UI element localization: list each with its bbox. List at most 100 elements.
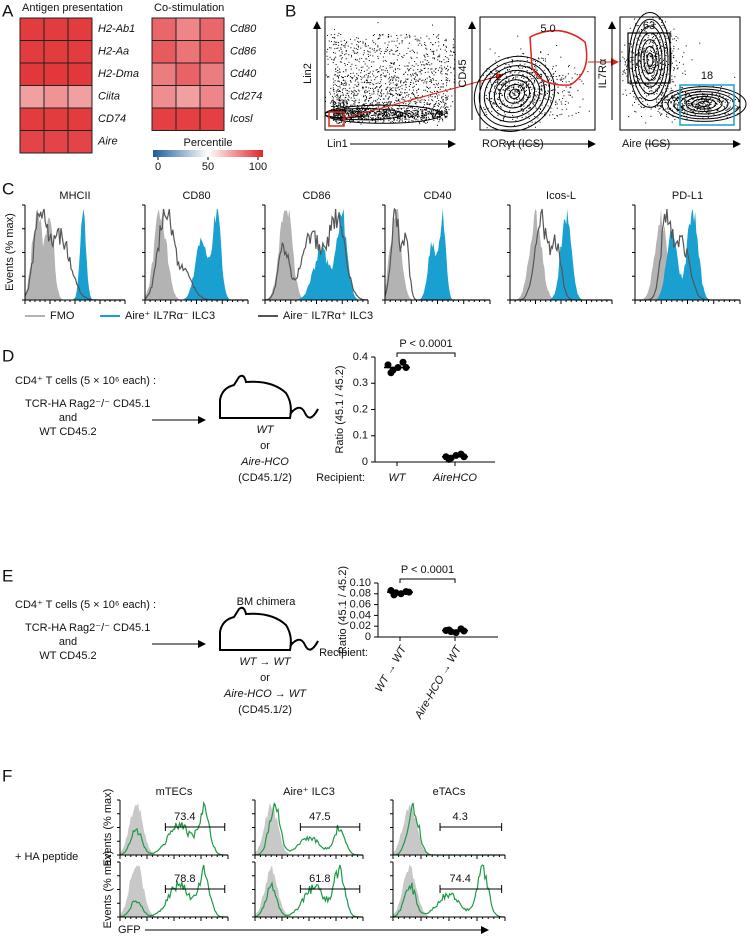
event	[368, 87, 370, 89]
event	[446, 111, 448, 113]
event	[367, 115, 369, 117]
event	[497, 114, 499, 116]
event	[725, 109, 727, 111]
event	[435, 42, 437, 44]
event	[528, 83, 530, 85]
event	[366, 82, 368, 84]
event	[409, 35, 411, 37]
event	[412, 117, 414, 119]
event	[450, 72, 452, 74]
contour	[631, 18, 669, 102]
heatmap-cell	[151, 17, 177, 41]
event	[381, 115, 383, 117]
event	[502, 82, 504, 84]
event	[649, 67, 651, 69]
event	[646, 51, 648, 53]
event	[345, 96, 347, 98]
event	[716, 103, 718, 105]
event	[357, 89, 359, 91]
event	[367, 50, 369, 52]
event	[709, 111, 711, 113]
event	[436, 111, 438, 113]
event	[349, 87, 351, 89]
event	[344, 45, 346, 47]
event	[331, 101, 333, 103]
event	[534, 121, 536, 123]
event	[347, 93, 349, 95]
event	[621, 51, 623, 53]
event	[411, 93, 413, 95]
event	[508, 69, 510, 71]
event	[565, 86, 567, 88]
gate-value: 78.8	[174, 873, 195, 885]
event	[363, 116, 365, 118]
event	[435, 101, 437, 103]
event	[358, 41, 360, 43]
event	[404, 111, 406, 113]
event	[380, 114, 382, 116]
event	[675, 98, 677, 100]
event	[531, 72, 533, 74]
event	[650, 90, 652, 92]
event	[338, 44, 340, 46]
event	[646, 56, 648, 58]
event	[335, 68, 337, 70]
event	[379, 34, 381, 36]
gate-bar	[164, 823, 226, 831]
contour	[634, 25, 666, 95]
event	[659, 105, 661, 107]
event	[625, 62, 627, 64]
event	[437, 115, 439, 117]
event	[333, 102, 335, 104]
event	[390, 107, 392, 109]
event	[685, 100, 687, 102]
heatmap-cell	[151, 85, 177, 109]
event	[395, 80, 397, 82]
event	[650, 47, 652, 49]
event	[390, 112, 392, 114]
event	[326, 55, 328, 57]
event	[675, 40, 677, 42]
y-tick-label: 0.04	[350, 609, 371, 621]
recipient-label: (CD45.1/2)	[238, 704, 292, 716]
event	[696, 101, 698, 103]
event	[646, 69, 648, 71]
event	[685, 94, 687, 96]
event	[424, 71, 426, 73]
event	[676, 68, 678, 70]
event	[351, 56, 353, 58]
event	[340, 94, 342, 96]
event	[529, 96, 531, 98]
event	[427, 116, 429, 118]
event	[660, 76, 662, 78]
event	[383, 105, 385, 107]
event	[638, 61, 640, 63]
event	[356, 44, 358, 46]
event	[336, 120, 338, 122]
event	[380, 117, 382, 119]
event	[401, 98, 403, 100]
event	[418, 71, 420, 73]
event	[374, 99, 376, 101]
event	[438, 94, 440, 96]
event	[623, 71, 625, 73]
event	[695, 105, 697, 107]
heatmap-cell	[19, 62, 45, 86]
event	[396, 100, 398, 102]
event	[427, 110, 429, 112]
event	[543, 114, 545, 116]
event	[376, 49, 378, 51]
event	[439, 67, 441, 69]
event	[642, 106, 644, 108]
event	[366, 79, 368, 81]
event	[387, 117, 389, 119]
event	[647, 37, 649, 39]
event	[348, 91, 350, 93]
event	[336, 112, 338, 114]
event	[409, 50, 411, 52]
event	[665, 55, 667, 57]
event	[526, 60, 528, 62]
event	[358, 117, 360, 119]
event	[444, 115, 446, 117]
event	[739, 95, 741, 97]
